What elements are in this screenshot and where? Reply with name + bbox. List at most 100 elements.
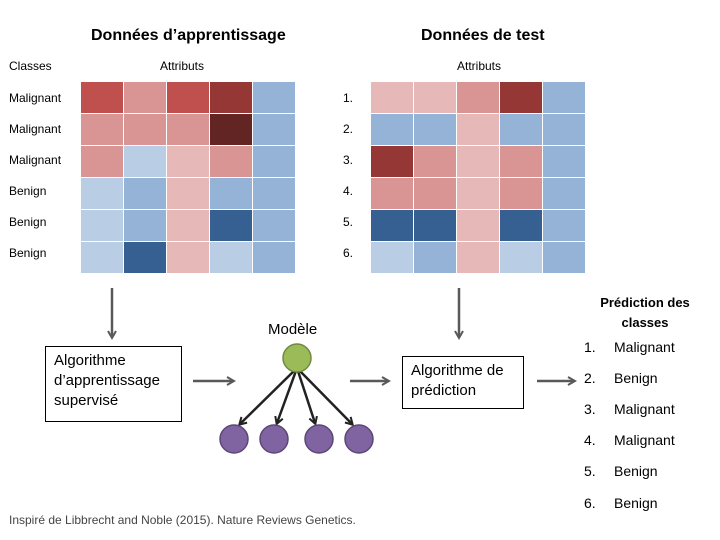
test-matrix-cell <box>500 178 542 209</box>
prediction-title-line: Prédiction des <box>600 295 690 310</box>
training-matrix-cell <box>167 114 209 145</box>
test-matrix-cell <box>543 82 585 113</box>
test-matrix-cell <box>457 146 499 177</box>
supervised-learning-algorithm-box: Algorithme d’apprentissage supervisé <box>45 346 182 422</box>
model-leaf-node <box>304 424 334 454</box>
test-matrix-cell <box>371 210 413 241</box>
model-leaf-node <box>219 424 249 454</box>
training-matrix-cell <box>210 114 252 145</box>
test-sample-label: 2. <box>343 122 354 136</box>
test-matrix-cell <box>414 178 456 209</box>
test-matrix-cell <box>371 146 413 177</box>
test-matrix-cell <box>543 242 585 273</box>
test-matrix-cell <box>371 82 413 113</box>
test-matrix-cell <box>414 114 456 145</box>
test-matrix-cell <box>457 114 499 145</box>
training-matrix-cell <box>124 146 166 177</box>
training-data-title: Données d’apprentissage <box>91 27 286 44</box>
training-matrix-cell <box>124 210 166 241</box>
test-matrix-cell <box>414 242 456 273</box>
training-matrix-cell <box>210 82 252 113</box>
training-matrix-cell <box>253 114 295 145</box>
prediction-number: 4. <box>584 432 596 448</box>
model-edge <box>240 367 298 424</box>
classes-header: Classes <box>9 59 52 73</box>
training-matrix-cell <box>124 114 166 145</box>
training-data-matrix <box>80 81 296 274</box>
algo-prediction-line: Algorithme de <box>411 362 504 379</box>
training-class-label: Malignant <box>9 153 62 167</box>
model-root-node <box>282 343 312 373</box>
training-matrix-cell <box>210 146 252 177</box>
training-matrix-cell <box>81 178 123 209</box>
algo-training-line: d’apprentissage <box>54 372 160 389</box>
test-sample-label: 4. <box>343 184 354 198</box>
test-matrix-cell <box>500 242 542 273</box>
prediction-item: 6. Benign <box>584 495 720 511</box>
training-matrix-cell <box>167 82 209 113</box>
prediction-item: 2. Benign <box>584 370 720 386</box>
test-data-matrix <box>370 81 586 274</box>
training-matrix-cell <box>167 146 209 177</box>
training-class-label: Benign <box>9 215 47 229</box>
test-matrix-cell <box>414 146 456 177</box>
test-attributes-header: Attributs <box>457 59 502 73</box>
test-sample-label: 6. <box>343 246 354 260</box>
test-data-title: Données de test <box>421 27 545 44</box>
training-class-label: Benign <box>9 246 47 260</box>
algo-training-line: supervisé <box>54 392 119 409</box>
prediction-item: 1. Malignant <box>584 339 720 355</box>
training-matrix-cell <box>210 210 252 241</box>
test-matrix-cell <box>500 146 542 177</box>
test-matrix-cell <box>543 146 585 177</box>
training-matrix-cell <box>210 242 252 273</box>
test-sample-label: 5. <box>343 215 354 229</box>
test-matrix-cell <box>371 114 413 145</box>
training-matrix-cell <box>81 210 123 241</box>
test-matrix-cell <box>543 114 585 145</box>
prediction-class: Malignant <box>614 401 675 417</box>
source-caption: Inspiré de Libbrecht and Noble (2015). N… <box>9 513 356 527</box>
prediction-class: Benign <box>614 495 658 511</box>
model-edge <box>295 367 315 423</box>
training-matrix-cell <box>81 82 123 113</box>
prediction-item: 3. Malignant <box>584 401 720 417</box>
model-leaf-node <box>344 424 374 454</box>
test-matrix-cell <box>371 178 413 209</box>
prediction-item: 5. Benign <box>584 463 720 479</box>
training-class-label: Malignant <box>9 91 62 105</box>
prediction-title: Prédiction des classes <box>585 293 705 333</box>
training-matrix-cell <box>167 178 209 209</box>
prediction-number: 2. <box>584 370 596 386</box>
training-matrix-cell <box>210 178 252 209</box>
training-attributes-header: Attributs <box>160 59 205 73</box>
prediction-class: Malignant <box>614 432 675 448</box>
algo-prediction-line: prédiction <box>411 382 477 399</box>
training-matrix-cell <box>253 82 295 113</box>
test-matrix-cell <box>414 82 456 113</box>
algo-training-line: Algorithme <box>54 352 126 369</box>
test-matrix-cell <box>500 210 542 241</box>
test-matrix-cell <box>500 82 542 113</box>
training-matrix-cell <box>253 242 295 273</box>
training-matrix-cell <box>253 210 295 241</box>
prediction-class: Benign <box>614 463 658 479</box>
model-label: Modèle <box>268 321 318 338</box>
test-matrix-cell <box>543 210 585 241</box>
training-matrix-cell <box>253 146 295 177</box>
test-sample-label: 1. <box>343 91 354 105</box>
prediction-number: 1. <box>584 339 596 355</box>
prediction-class: Malignant <box>614 339 675 355</box>
training-matrix-cell <box>124 82 166 113</box>
test-matrix-cell <box>457 178 499 209</box>
training-matrix-cell <box>81 242 123 273</box>
test-matrix-cell <box>371 242 413 273</box>
test-matrix-cell <box>457 242 499 273</box>
test-matrix-cell <box>500 114 542 145</box>
prediction-algorithm-box: Algorithme de prédiction <box>402 356 524 409</box>
prediction-title-line: classes <box>621 315 669 330</box>
model-edge <box>296 367 352 424</box>
training-matrix-cell <box>253 178 295 209</box>
prediction-list: 1. Malignant 2. Benign 3. Malignant 4. Malig… <box>584 0 720 540</box>
